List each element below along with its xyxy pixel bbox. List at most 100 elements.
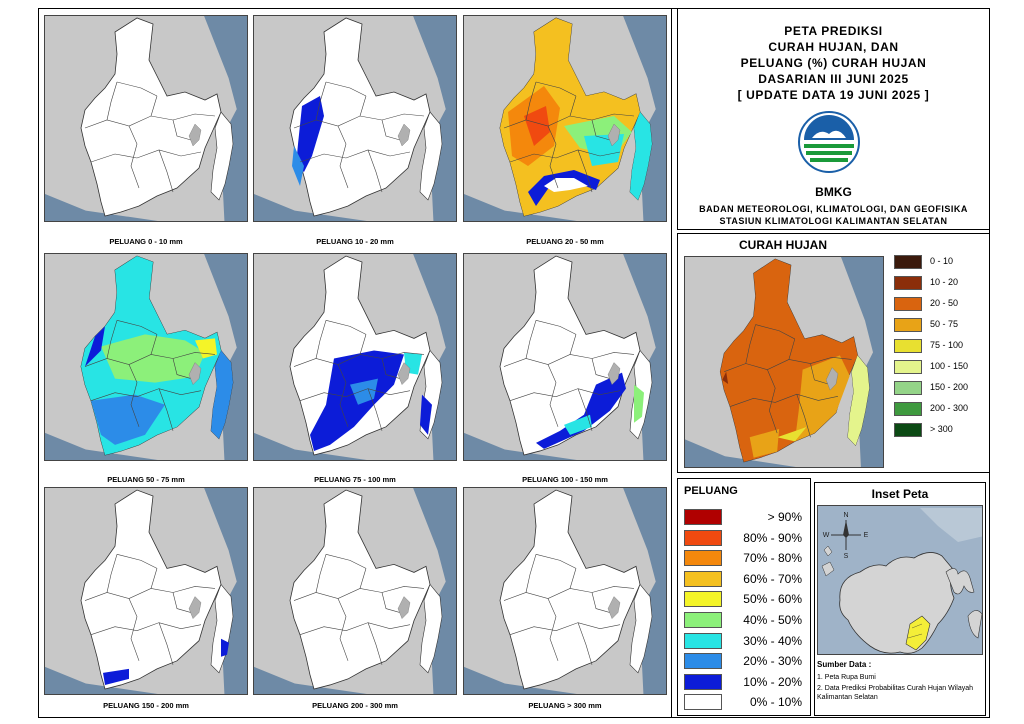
probability-legend-title: PELUANG — [684, 485, 738, 497]
title-line-5: [ UPDATE DATA 19 JUNI 2025 ] — [737, 88, 930, 102]
map-label: PELUANG 20 - 50 mm — [526, 237, 604, 246]
probability-maps-panel: PELUANG 0 - 10 mm PELUANG 10 - 20 mm PEL… — [38, 8, 672, 718]
legend-label: 10 - 20 — [930, 277, 959, 287]
legend-swatch — [684, 673, 722, 690]
inset-map: N S E W — [817, 505, 983, 655]
probability-legend-item: 60% - 70% — [684, 569, 808, 589]
legend-label: 70% - 80% — [743, 551, 802, 566]
rainfall-panel: CURAH HUJAN 0 - 10 10 - 20 20 - 50 50 - 75 7… — [677, 233, 990, 473]
legend-swatch — [684, 570, 722, 587]
rainfall-legend-item: > 300 — [894, 422, 984, 438]
legend-swatch — [894, 276, 922, 290]
probability-legend-item: 0% - 10% — [684, 692, 808, 712]
source-item-2: 2. Data Prediksi Probabilitas Curah Huja… — [817, 685, 974, 701]
legend-swatch — [894, 402, 922, 416]
compass-west: W — [823, 532, 830, 539]
rainfall-legend-item: 100 - 150 — [894, 359, 984, 375]
map-label: PELUANG 10 - 20 mm — [316, 237, 394, 246]
rainfall-legend-item: 0 - 10 — [894, 254, 984, 270]
legend-swatch — [684, 632, 722, 649]
legend-swatch — [894, 339, 922, 353]
map-label: PELUANG 100 - 150 mm — [522, 475, 608, 484]
map-svg — [464, 254, 666, 460]
map-svg — [45, 16, 247, 221]
source-item-1: 1. Peta Rupa Bumi — [817, 674, 876, 681]
legend-label: 10% - 20% — [743, 674, 802, 689]
probability-legend-item: 20% - 30% — [684, 651, 808, 671]
rainfall-legend-item: 75 - 100 — [894, 338, 984, 354]
map-svg — [464, 488, 666, 694]
map-svg — [45, 488, 247, 694]
legend-label: 50 - 75 — [930, 319, 959, 329]
rainfall-map — [684, 256, 884, 468]
title-line-2: CURAH HUJAN, DAN — [768, 40, 899, 54]
legend-swatch — [684, 612, 722, 628]
map-svg — [254, 254, 456, 460]
probability-legend-item: 30% - 40% — [684, 631, 808, 651]
rainfall-map-svg — [685, 257, 883, 467]
map-label: PELUANG 50 - 75 mm — [107, 475, 185, 484]
legend-swatch — [894, 381, 922, 395]
map-svg — [254, 16, 456, 221]
probability-legend-item: > 90% — [684, 507, 808, 527]
legend-swatch — [684, 591, 722, 608]
legend-swatch — [894, 423, 922, 437]
map-over-300 — [463, 487, 667, 695]
map-label: PELUANG 75 - 100 mm — [314, 475, 396, 484]
probability-legend-item: 50% - 60% — [684, 589, 808, 609]
legend-swatch — [894, 255, 922, 269]
inset-title: Inset Peta — [871, 487, 929, 501]
inset-map-svg: N S E W — [818, 506, 982, 654]
legend-label: 75 - 100 — [930, 340, 964, 350]
map-200-300 — [253, 487, 457, 695]
agency-name: BADAN METEOROLOGI, KLIMATOLOGI, DAN GEOF… — [678, 203, 989, 227]
legend-label: 20 - 50 — [930, 298, 959, 308]
legend-label: 150 - 200 — [930, 382, 969, 392]
legend-swatch — [894, 360, 922, 374]
legend-label: 80% - 90% — [743, 530, 802, 545]
title-line-3: PELUANG (%) CURAH HUJAN — [740, 56, 927, 70]
legend-swatch — [684, 550, 722, 567]
rainfall-legend-item: 200 - 300 — [894, 401, 984, 417]
probability-legend-item: 40% - 50% — [684, 610, 808, 630]
compass-east: E — [864, 532, 869, 539]
map-20-50 — [463, 15, 667, 222]
map-svg — [45, 254, 247, 460]
compass-north: N — [843, 512, 848, 519]
legend-label: 0% - 10% — [749, 695, 802, 710]
legend-label: 40% - 50% — [743, 613, 802, 627]
page-title: PETA PREDIKSI CURAH HUJAN, DAN PELUANG (… — [678, 23, 989, 103]
legend-swatch — [684, 653, 722, 670]
rainfall-legend-item: 50 - 75 — [894, 317, 984, 333]
legend-label: > 300 — [930, 424, 953, 434]
map-150-200 — [44, 487, 248, 695]
legend-label: 60% - 70% — [743, 571, 802, 586]
rainfall-legend-item: 150 - 200 — [894, 380, 984, 396]
legend-label: 100 - 150 — [930, 361, 969, 371]
title-panel: PETA PREDIKSI CURAH HUJAN, DAN PELUANG (… — [677, 8, 990, 230]
legend-label: > 90% — [767, 510, 802, 524]
map-label: PELUANG 0 - 10 mm — [109, 237, 183, 246]
title-line-1: PETA PREDIKSI — [784, 24, 883, 38]
map-label: PELUANG > 300 mm — [528, 701, 602, 710]
legend-swatch — [684, 694, 722, 711]
probability-legend-panel: PELUANG > 90% 80% - 90% 70% - 80% 60% - 70%… — [677, 478, 811, 716]
agency-line-1: BADAN METEOROLOGI, KLIMATOLOGI, DAN GEOF… — [699, 204, 968, 214]
probability-legend-item: 70% - 80% — [684, 548, 808, 568]
map-100-150 — [463, 253, 667, 461]
rainfall-title: CURAH HUJAN — [738, 238, 827, 252]
bmkg-logo-icon — [798, 111, 860, 173]
compass-south: S — [844, 553, 849, 560]
legend-swatch — [894, 297, 922, 311]
rainfall-legend-item: 20 - 50 — [894, 296, 984, 312]
bmkg-logo-text: BMKG — [815, 185, 852, 199]
legend-label: 50% - 60% — [743, 592, 802, 607]
map-svg — [464, 16, 666, 221]
legend-label: 30% - 40% — [743, 633, 802, 648]
agency-line-2: STASIUN KLIMATOLOGI KALIMANTAN SELATAN — [719, 216, 948, 226]
legend-swatch — [684, 509, 722, 525]
probability-legend-item: 80% - 90% — [684, 528, 808, 548]
title-line-4: DASARIAN III JUNI 2025 — [758, 72, 909, 86]
map-10-20 — [253, 15, 457, 222]
legend-swatch — [684, 529, 722, 546]
